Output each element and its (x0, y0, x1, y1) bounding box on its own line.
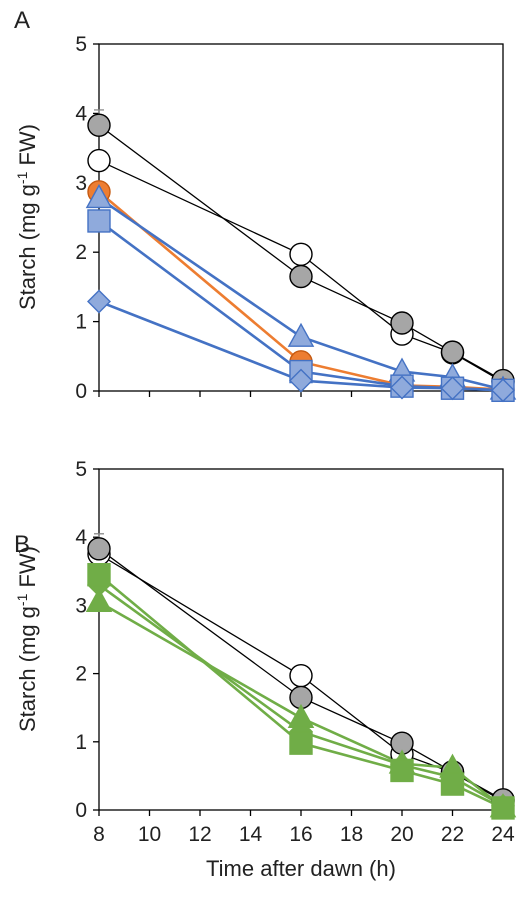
plot-frame (98, 468, 504, 811)
y-tick-label: 0 (75, 380, 87, 403)
y-tick-label: 4 (75, 526, 87, 549)
data-point (87, 209, 111, 233)
data-point (289, 242, 313, 266)
y-tick-label: 3 (75, 172, 87, 195)
data-point (289, 264, 313, 289)
x-tick-label: 24 (491, 823, 515, 846)
x-tick-label: 18 (340, 823, 363, 846)
data-point (491, 796, 515, 820)
x-axis-label: Time after dawn (h) (206, 856, 396, 881)
data-point (85, 587, 113, 613)
y-tick-label: 4 (75, 102, 87, 125)
panel-label: A (14, 7, 30, 34)
data-point (87, 148, 111, 173)
y-axis-label: Starch (mg g-1 FW) (14, 124, 40, 310)
y-tick-label: 1 (75, 731, 87, 754)
data-point (87, 563, 111, 587)
y-tick-label: 5 (75, 33, 87, 56)
y-axis-label: Starch (mg g-1 FW) (14, 546, 40, 732)
data-point (440, 340, 465, 364)
data-point (491, 378, 515, 403)
y-axis-label-tail: FW) (15, 124, 40, 172)
y-axis-label-tail: FW) (15, 546, 40, 594)
chart-panel-a: A 0 1 2 3 4 5 Starch (mg g-1 FW) (14, 7, 517, 403)
data-point (287, 703, 315, 728)
x-tick-label: 14 (239, 823, 263, 846)
data-point (440, 376, 465, 401)
data-point (289, 663, 313, 688)
data-point (289, 368, 313, 393)
y-axis-label-sup: -1 (14, 171, 30, 184)
y-tick-label: 3 (75, 594, 87, 617)
data-point (87, 289, 111, 314)
data-point (87, 113, 111, 137)
x-tick-label: 10 (138, 823, 161, 846)
y-tick-label: 1 (75, 311, 87, 334)
data-point (85, 183, 113, 209)
data-point (87, 537, 111, 561)
data-point (390, 375, 414, 400)
data-point (287, 322, 315, 347)
y-axis-label-sup: -1 (14, 593, 30, 606)
y-tick-label: 2 (75, 663, 87, 686)
y-tick-label: 5 (75, 458, 87, 481)
data-point (390, 758, 414, 783)
x-tick-label: 12 (188, 823, 211, 846)
y-tick-label: 2 (75, 241, 87, 264)
x-tick-label: 20 (390, 823, 413, 846)
x-tick-label: 22 (441, 823, 464, 846)
data-point (390, 311, 414, 335)
panel-label: B (14, 531, 30, 558)
data-point (289, 731, 313, 755)
y-tick-label: 0 (75, 799, 87, 822)
x-tick-label: 16 (289, 823, 312, 846)
data-point (440, 772, 465, 796)
x-tick-label: 8 (93, 823, 105, 846)
